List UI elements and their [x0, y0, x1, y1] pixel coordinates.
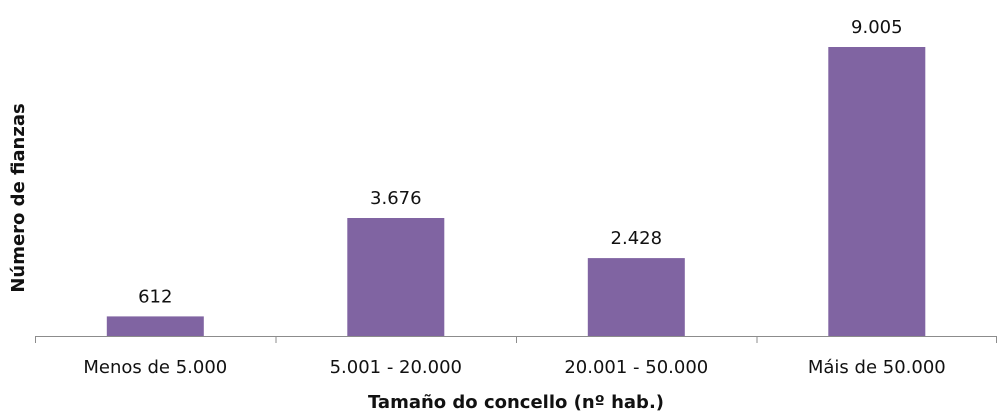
x-tick-label-2: 5.001 - 20.000 — [330, 357, 462, 378]
x-axis-title: Tamaño do concello (nº hab.) — [368, 392, 664, 413]
bar-4 — [828, 47, 926, 336]
bars-group — [106, 47, 926, 336]
y-axis-title: Número de fianzas — [8, 103, 29, 292]
bar-2 — [347, 218, 445, 336]
data-label-1: 612 — [138, 286, 172, 307]
x-axis — [35, 336, 997, 343]
data-label-3: 2.428 — [611, 228, 663, 249]
x-tick-label-1: Menos de 5.000 — [83, 357, 227, 378]
x-tick-labels-group: Menos de 5.000 5.001 - 20.000 20.001 - 50.… — [83, 357, 945, 378]
x-tick-label-4: Máis de 50.000 — [808, 357, 946, 378]
bar-1 — [106, 316, 204, 336]
data-label-2: 3.676 — [370, 188, 422, 209]
data-labels-group: 612 3.676 2.428 9.005 — [138, 17, 902, 307]
x-tick-label-3: 20.001 - 50.000 — [564, 357, 708, 378]
bar-3 — [587, 258, 685, 336]
data-label-4: 9.005 — [851, 17, 903, 38]
